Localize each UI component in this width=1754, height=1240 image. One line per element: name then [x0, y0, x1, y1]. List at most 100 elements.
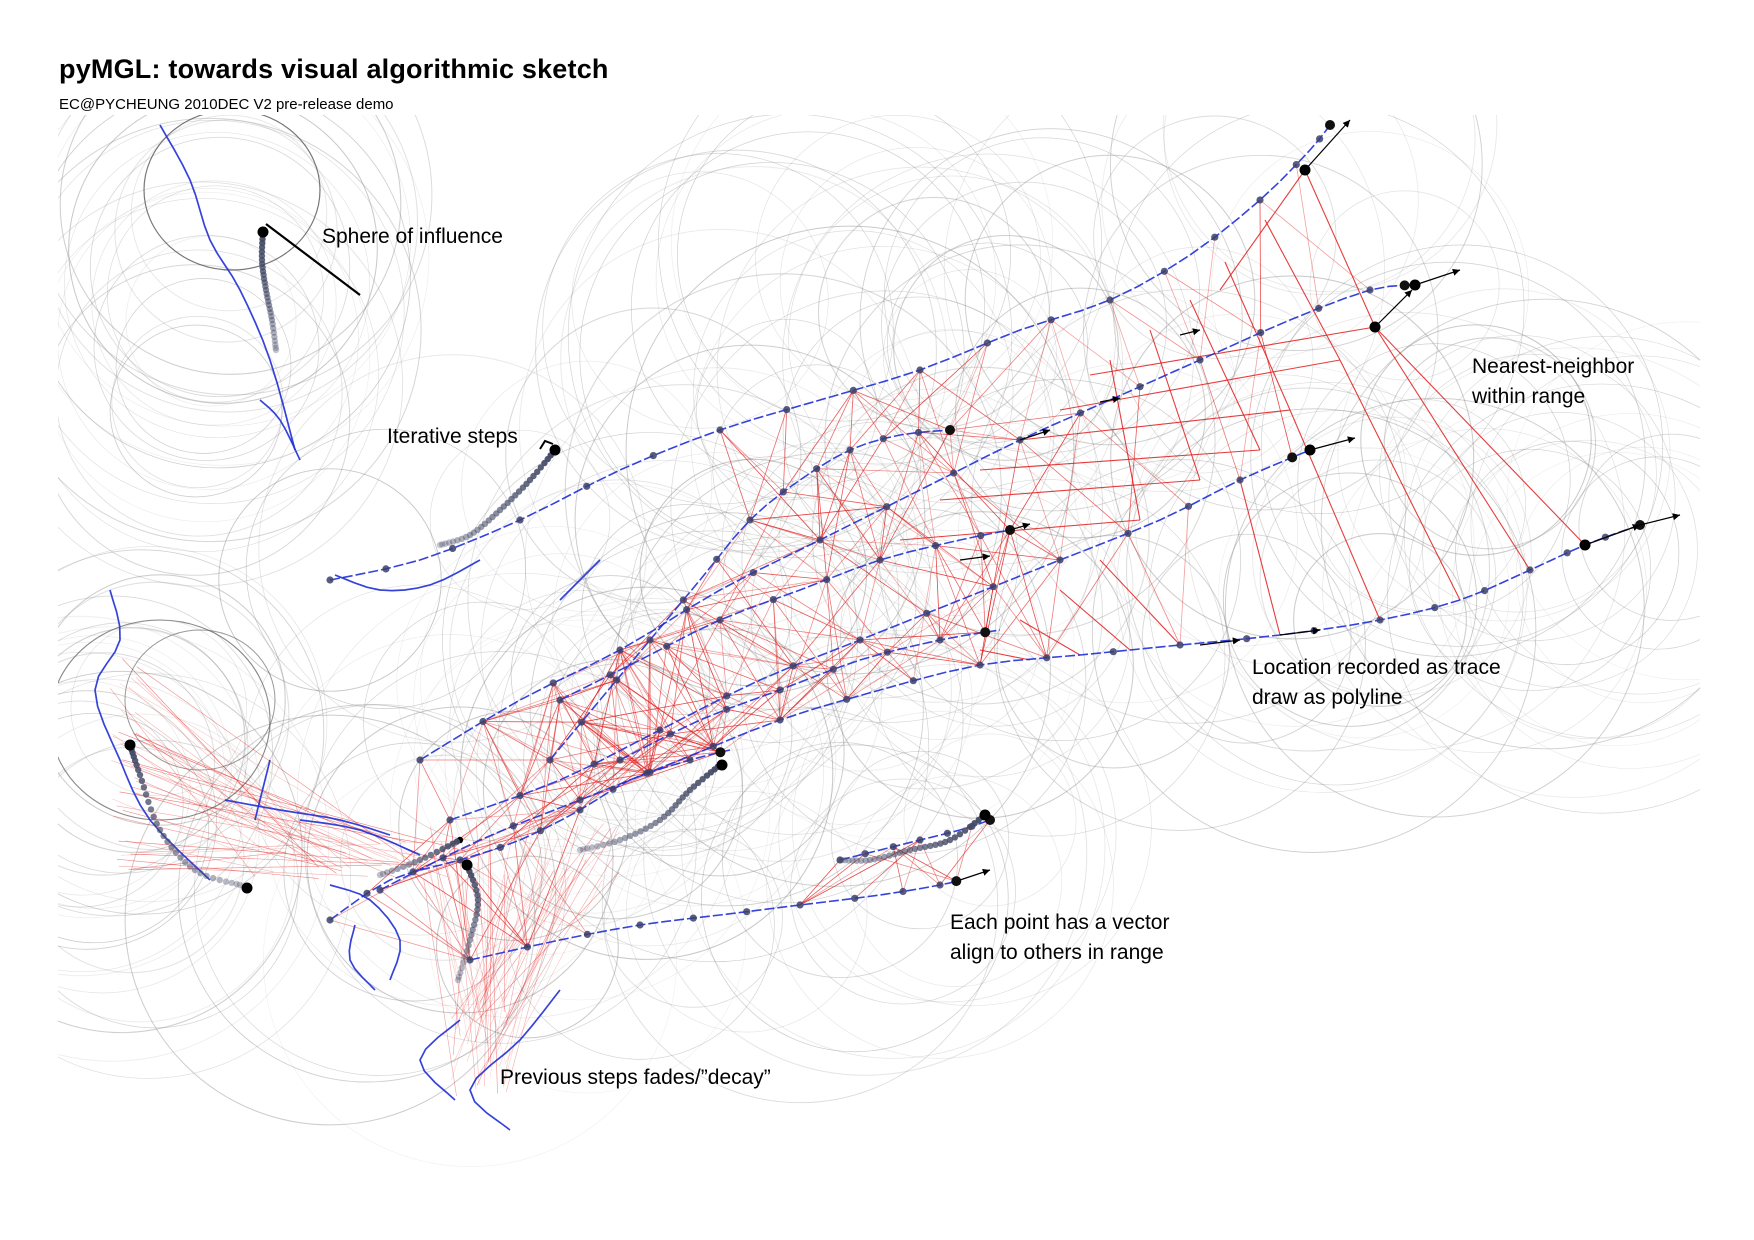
neighbor-link: [423, 878, 457, 1097]
neighbor-link: [619, 619, 721, 651]
influence-circle: [435, 855, 619, 1039]
influence-circle: [245, 428, 526, 709]
iterative-step-point: [474, 906, 481, 913]
agent-point: [649, 452, 657, 460]
influence-circle: [850, 775, 1063, 987]
neighbor-link: [749, 409, 788, 521]
neighbor-link: [451, 848, 528, 1080]
neighbor-link: [1050, 319, 1141, 388]
iterative-step-point: [269, 320, 276, 328]
agent-point: [1176, 641, 1184, 649]
influence-circle: [788, 175, 1116, 504]
influence-circle: [630, 456, 917, 743]
influence-circle: [1408, 448, 1652, 692]
neighbor-link: [719, 572, 754, 621]
influence-circle: [420, 483, 814, 877]
influence-circle: [1260, 244, 1664, 647]
influence-circle: [58, 581, 290, 851]
agent-point: [883, 503, 891, 511]
neighbor-link: [887, 651, 914, 681]
neighbor-link: [502, 859, 587, 1028]
agent-point: [1106, 296, 1114, 304]
neighbor-link: [482, 721, 621, 761]
neighbor-link: [619, 759, 647, 774]
direction-vector-arrow: [1009, 522, 1031, 531]
iterative-step-point: [145, 798, 152, 806]
iterative-step-point: [138, 777, 146, 784]
neighbor-link: [832, 669, 848, 700]
neighbor-link: [540, 799, 581, 832]
influence-circle: [630, 131, 986, 486]
neighbor-link: [1109, 359, 1141, 521]
neighbor-link: [137, 845, 293, 853]
neighbor-link: [135, 677, 296, 841]
previous-steps-text: Previous steps fades/”decay”: [500, 1066, 771, 1089]
agent-point: [516, 792, 524, 800]
influence-circle: [461, 360, 713, 612]
neighbor-link: [1127, 533, 1181, 646]
iterative-step-point: [449, 538, 457, 545]
neighbor-link: [481, 828, 489, 1026]
influence-circle: [778, 664, 1117, 1003]
neighbor-link: [918, 432, 1011, 531]
agent-point: [577, 718, 586, 726]
iterative-step-point: [203, 872, 210, 880]
influence-circle: [444, 614, 744, 914]
neighbor-link: [879, 559, 941, 641]
iterative-step-point: [172, 849, 180, 856]
influence-circle: [535, 149, 937, 552]
agent-point: [879, 435, 887, 443]
neighbor-link: [799, 859, 841, 906]
previous-steps-label: Previous steps fades/”decay”: [500, 1063, 771, 1093]
influence-circle: [1387, 383, 1700, 814]
neighbor-link: [513, 809, 581, 827]
sphere-radius-line: [265, 223, 361, 296]
influence-circle: [1224, 397, 1645, 818]
neighbor-link: [619, 649, 661, 731]
direction-vector-arrow: [1279, 627, 1321, 636]
neighbor-link: [519, 699, 561, 796]
neighbor-link: [549, 674, 611, 761]
nearest-neighbor-label: Nearest-neighbor within range: [1472, 352, 1634, 412]
neighbor-link: [619, 649, 691, 761]
influence-circle: [1314, 398, 1526, 611]
neighbor-link: [883, 342, 988, 439]
influence-circle: [782, 296, 1055, 569]
agent-point: [889, 843, 897, 851]
loop-ring: [124, 629, 276, 771]
neighbor-link: [549, 759, 581, 801]
neighbor-link: [133, 733, 381, 844]
neighbor-link: [799, 839, 921, 906]
neighbor-link: [979, 559, 1061, 666]
influence-circle: [1404, 336, 1700, 739]
agent-point: [1256, 196, 1264, 204]
neighbor-link: [772, 539, 821, 600]
neighbor-link: [459, 799, 581, 861]
neighbor-link: [619, 649, 651, 773]
iterative-step-point: [471, 881, 478, 889]
agent-point: [1431, 604, 1439, 612]
neighbor-link: [500, 799, 581, 848]
neighbor-link: [882, 369, 921, 439]
vector-align-line1: Each point has a vector: [950, 911, 1170, 934]
neighbor-link: [1179, 506, 1189, 646]
influence-circle: [505, 307, 802, 604]
trace-polyline: [224, 799, 391, 836]
trace-polyline: [419, 1019, 461, 1101]
influence-circle: [792, 646, 1152, 1007]
neighbor-link: [412, 819, 451, 873]
influence-circle: [658, 115, 1102, 465]
neighbor-link: [683, 579, 827, 601]
neighbor-link: [773, 599, 861, 641]
iterative-step-point: [956, 831, 964, 838]
agent-point: [709, 742, 717, 750]
agent-point: [769, 596, 777, 604]
influence-circle: [1259, 459, 1497, 697]
iterative-step-point: [470, 529, 477, 536]
agent-point: [715, 747, 726, 758]
iterative-step-point: [474, 896, 482, 904]
iterative-step-point: [268, 313, 275, 320]
neighbor-link: [469, 830, 541, 961]
neighbor-link: [918, 369, 921, 433]
influence-circle: [304, 651, 697, 1044]
